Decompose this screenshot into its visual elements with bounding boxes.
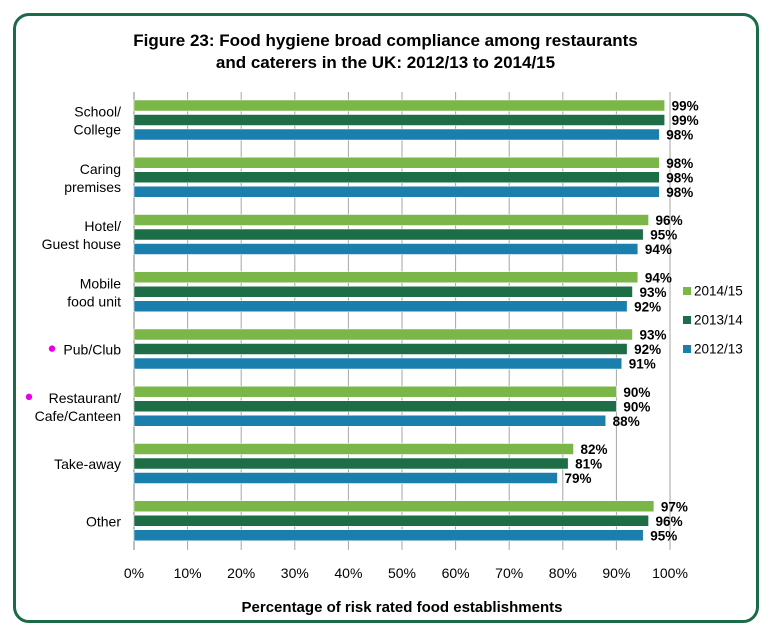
category-label-3-line-1: food unit: [67, 293, 121, 309]
bar-2013-14-3: [133, 286, 633, 298]
category-label-2-line-1: Guest house: [42, 236, 122, 252]
bar-2013-14-1: [133, 171, 660, 183]
bar-2012-13-5: [133, 415, 606, 427]
category-label-1-line-1: premises: [64, 179, 121, 195]
bar-2012-13-0: [133, 128, 660, 141]
data-label-2013-14-6: 81%: [575, 457, 602, 472]
bar-2013-14-0: [133, 114, 665, 126]
data-label-2014-15-7: 97%: [661, 499, 688, 514]
category-label-5-line-0: Restaurant/: [49, 390, 121, 406]
x-tick-label-10: 100%: [652, 565, 688, 581]
category-label-2-line-0: Hotel/: [84, 218, 121, 234]
category-label-0-line-1: College: [74, 122, 122, 138]
bar-2013-14-5: [133, 400, 617, 412]
data-label-2013-14-3: 93%: [639, 285, 666, 300]
data-label-2014-15-6: 82%: [581, 442, 608, 457]
data-label-2013-14-0: 99%: [672, 113, 699, 128]
bar-2012-13-2: [133, 243, 639, 255]
data-label-2012-13-2: 94%: [645, 242, 672, 257]
category-label-5-line-1: Cafe/Canteen: [35, 408, 121, 424]
legend-swatch-2012-13: [683, 345, 691, 353]
data-label-2013-14-4: 92%: [634, 342, 661, 357]
legend: 2014/15 2013/14 2012/13: [683, 284, 743, 357]
category-label-7-line-0: Other: [86, 513, 121, 529]
chart-title-line-1: Figure 23: Food hygiene broad compliance…: [133, 31, 638, 50]
bar-2013-14-7: [133, 515, 649, 527]
highlight-dot-5: [25, 393, 33, 401]
data-label-2012-13-5: 88%: [613, 414, 640, 429]
data-label-2013-14-7: 96%: [656, 514, 683, 529]
x-tick-label-0: 0%: [124, 565, 144, 581]
bar-2014-15-2: [133, 214, 649, 226]
bar-2014-15-3: [133, 271, 639, 283]
data-label-2014-15-4: 93%: [639, 328, 666, 343]
chart-title-line-2: and caterers in the UK: 2012/13 to 2014/…: [215, 53, 556, 72]
bar-2012-13-1: [133, 186, 660, 198]
x-tick-label-6: 60%: [442, 565, 470, 581]
legend-label-2013-14: 2013/14: [694, 313, 743, 328]
bar-2014-15-0: [133, 99, 665, 112]
chart-title: Figure 23: Food hygiene broad compliance…: [0, 30, 771, 74]
category-label-1-line-0: Caring: [80, 161, 121, 177]
x-tick-label-5: 50%: [388, 565, 416, 581]
category-label-3-line-0: Mobile: [80, 275, 121, 291]
data-label-2012-13-6: 79%: [564, 471, 591, 486]
bar-2014-15-6: [133, 443, 574, 455]
category-label-4-line-0: Pub/Club: [63, 342, 121, 358]
bar-2013-14-4: [133, 343, 628, 355]
bar-2013-14-2: [133, 228, 644, 241]
data-labels: 99%99%98%98%98%98%96%95%94%94%93%92%93%9…: [564, 99, 698, 544]
legend-label-2012-13: 2012/13: [694, 342, 743, 357]
category-labels: School/College Caring premises Hotel/Guest …: [25, 104, 122, 529]
legend-label-2014-15: 2014/15: [694, 284, 743, 299]
bar-2012-13-6: [133, 472, 558, 484]
x-tick-label-2: 20%: [227, 565, 255, 581]
data-label-2012-13-3: 92%: [634, 299, 661, 314]
bar-2012-13-3: [133, 300, 628, 312]
x-tick-labels: 0% 10% 20% 30% 40% 50% 60% 70% 80% 90% 100%: [124, 565, 688, 581]
data-label-2014-15-2: 96%: [656, 213, 683, 228]
x-tick-label-9: 90%: [602, 565, 630, 581]
bar-2014-15-1: [133, 157, 660, 169]
data-label-2014-15-5: 90%: [623, 385, 650, 400]
data-label-2013-14-1: 98%: [666, 170, 693, 185]
data-label-2014-15-0: 99%: [672, 99, 699, 114]
data-label-2012-13-7: 95%: [650, 528, 677, 543]
data-label-2014-15-3: 94%: [645, 270, 672, 285]
x-tick-label-3: 30%: [281, 565, 309, 581]
bar-2013-14-6: [133, 457, 569, 470]
data-label-2013-14-5: 90%: [623, 399, 650, 414]
x-tick-label-8: 80%: [549, 565, 577, 581]
data-label-2012-13-4: 91%: [629, 357, 656, 372]
x-tick-label-7: 70%: [495, 565, 523, 581]
data-label-2012-13-1: 98%: [666, 185, 693, 200]
bars: [133, 99, 665, 541]
data-label-2013-14-2: 95%: [650, 228, 677, 243]
bar-2012-13-7: [133, 529, 644, 541]
bar-2014-15-4: [133, 328, 633, 341]
data-label-2014-15-1: 98%: [666, 156, 693, 171]
bar-2014-15-7: [133, 500, 655, 512]
category-label-6-line-0: Take-away: [54, 456, 121, 472]
highlight-dot-4: [48, 345, 56, 352]
x-axis-label: Percentage of risk rated food establishm…: [242, 599, 563, 616]
x-tick-label-1: 10%: [174, 565, 202, 581]
bar-2014-15-5: [133, 386, 617, 398]
legend-swatch-2014-15: [683, 287, 691, 295]
data-label-2012-13-0: 98%: [666, 128, 693, 143]
x-tick-label-4: 40%: [334, 565, 362, 581]
bar-2012-13-4: [133, 357, 623, 370]
legend-swatch-2013-14: [683, 316, 691, 324]
category-label-0-line-0: School/: [74, 104, 121, 120]
